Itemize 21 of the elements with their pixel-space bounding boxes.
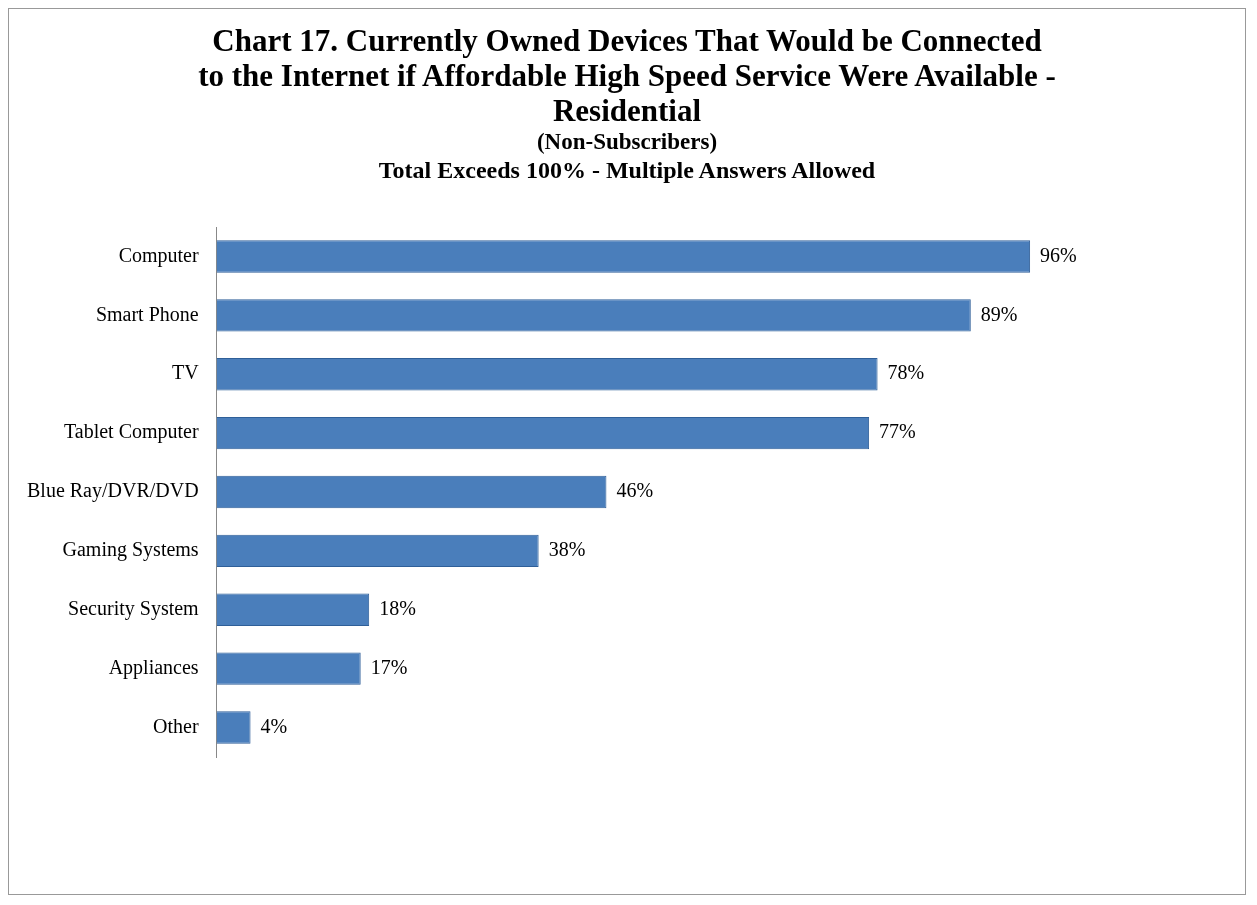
- data-label: 78%: [887, 361, 925, 384]
- y-tick-label: Gaming Systems: [62, 538, 199, 562]
- y-tick-label: Appliances: [108, 655, 199, 679]
- chart-title: Chart 17. Currently Owned Devices That Would be Connected to the Internet if Affordable High Speed Service Were Available - Residential: [197, 23, 1057, 128]
- y-tick-label: TV: [171, 361, 200, 384]
- text: Total Exceeds 100% - Multiple Answers Allowed: [377, 156, 877, 185]
- y-tick-label: Computer: [118, 243, 199, 267]
- y-tick-label: Tablet Computer: [63, 420, 199, 444]
- data-label: 89%: [980, 302, 1018, 325]
- y-tick-label: Security System: [68, 597, 200, 621]
- data-label: 18%: [379, 597, 416, 620]
- data-label: 38%: [548, 538, 586, 561]
- y-tick-label: Smart Phone: [95, 302, 199, 325]
- data-label: 4%: [260, 714, 288, 737]
- y-tick-label: Blue Ray/DVR/DVD: [26, 479, 199, 503]
- data-label: 17%: [370, 655, 408, 678]
- data-label: 96%: [1040, 243, 1077, 266]
- y-tick-label: Other: [153, 714, 199, 737]
- data-label: 46%: [616, 479, 654, 502]
- chart-subtitle: (Non-Subscribers): [535, 128, 719, 155]
- data-label: 77%: [879, 420, 916, 443]
